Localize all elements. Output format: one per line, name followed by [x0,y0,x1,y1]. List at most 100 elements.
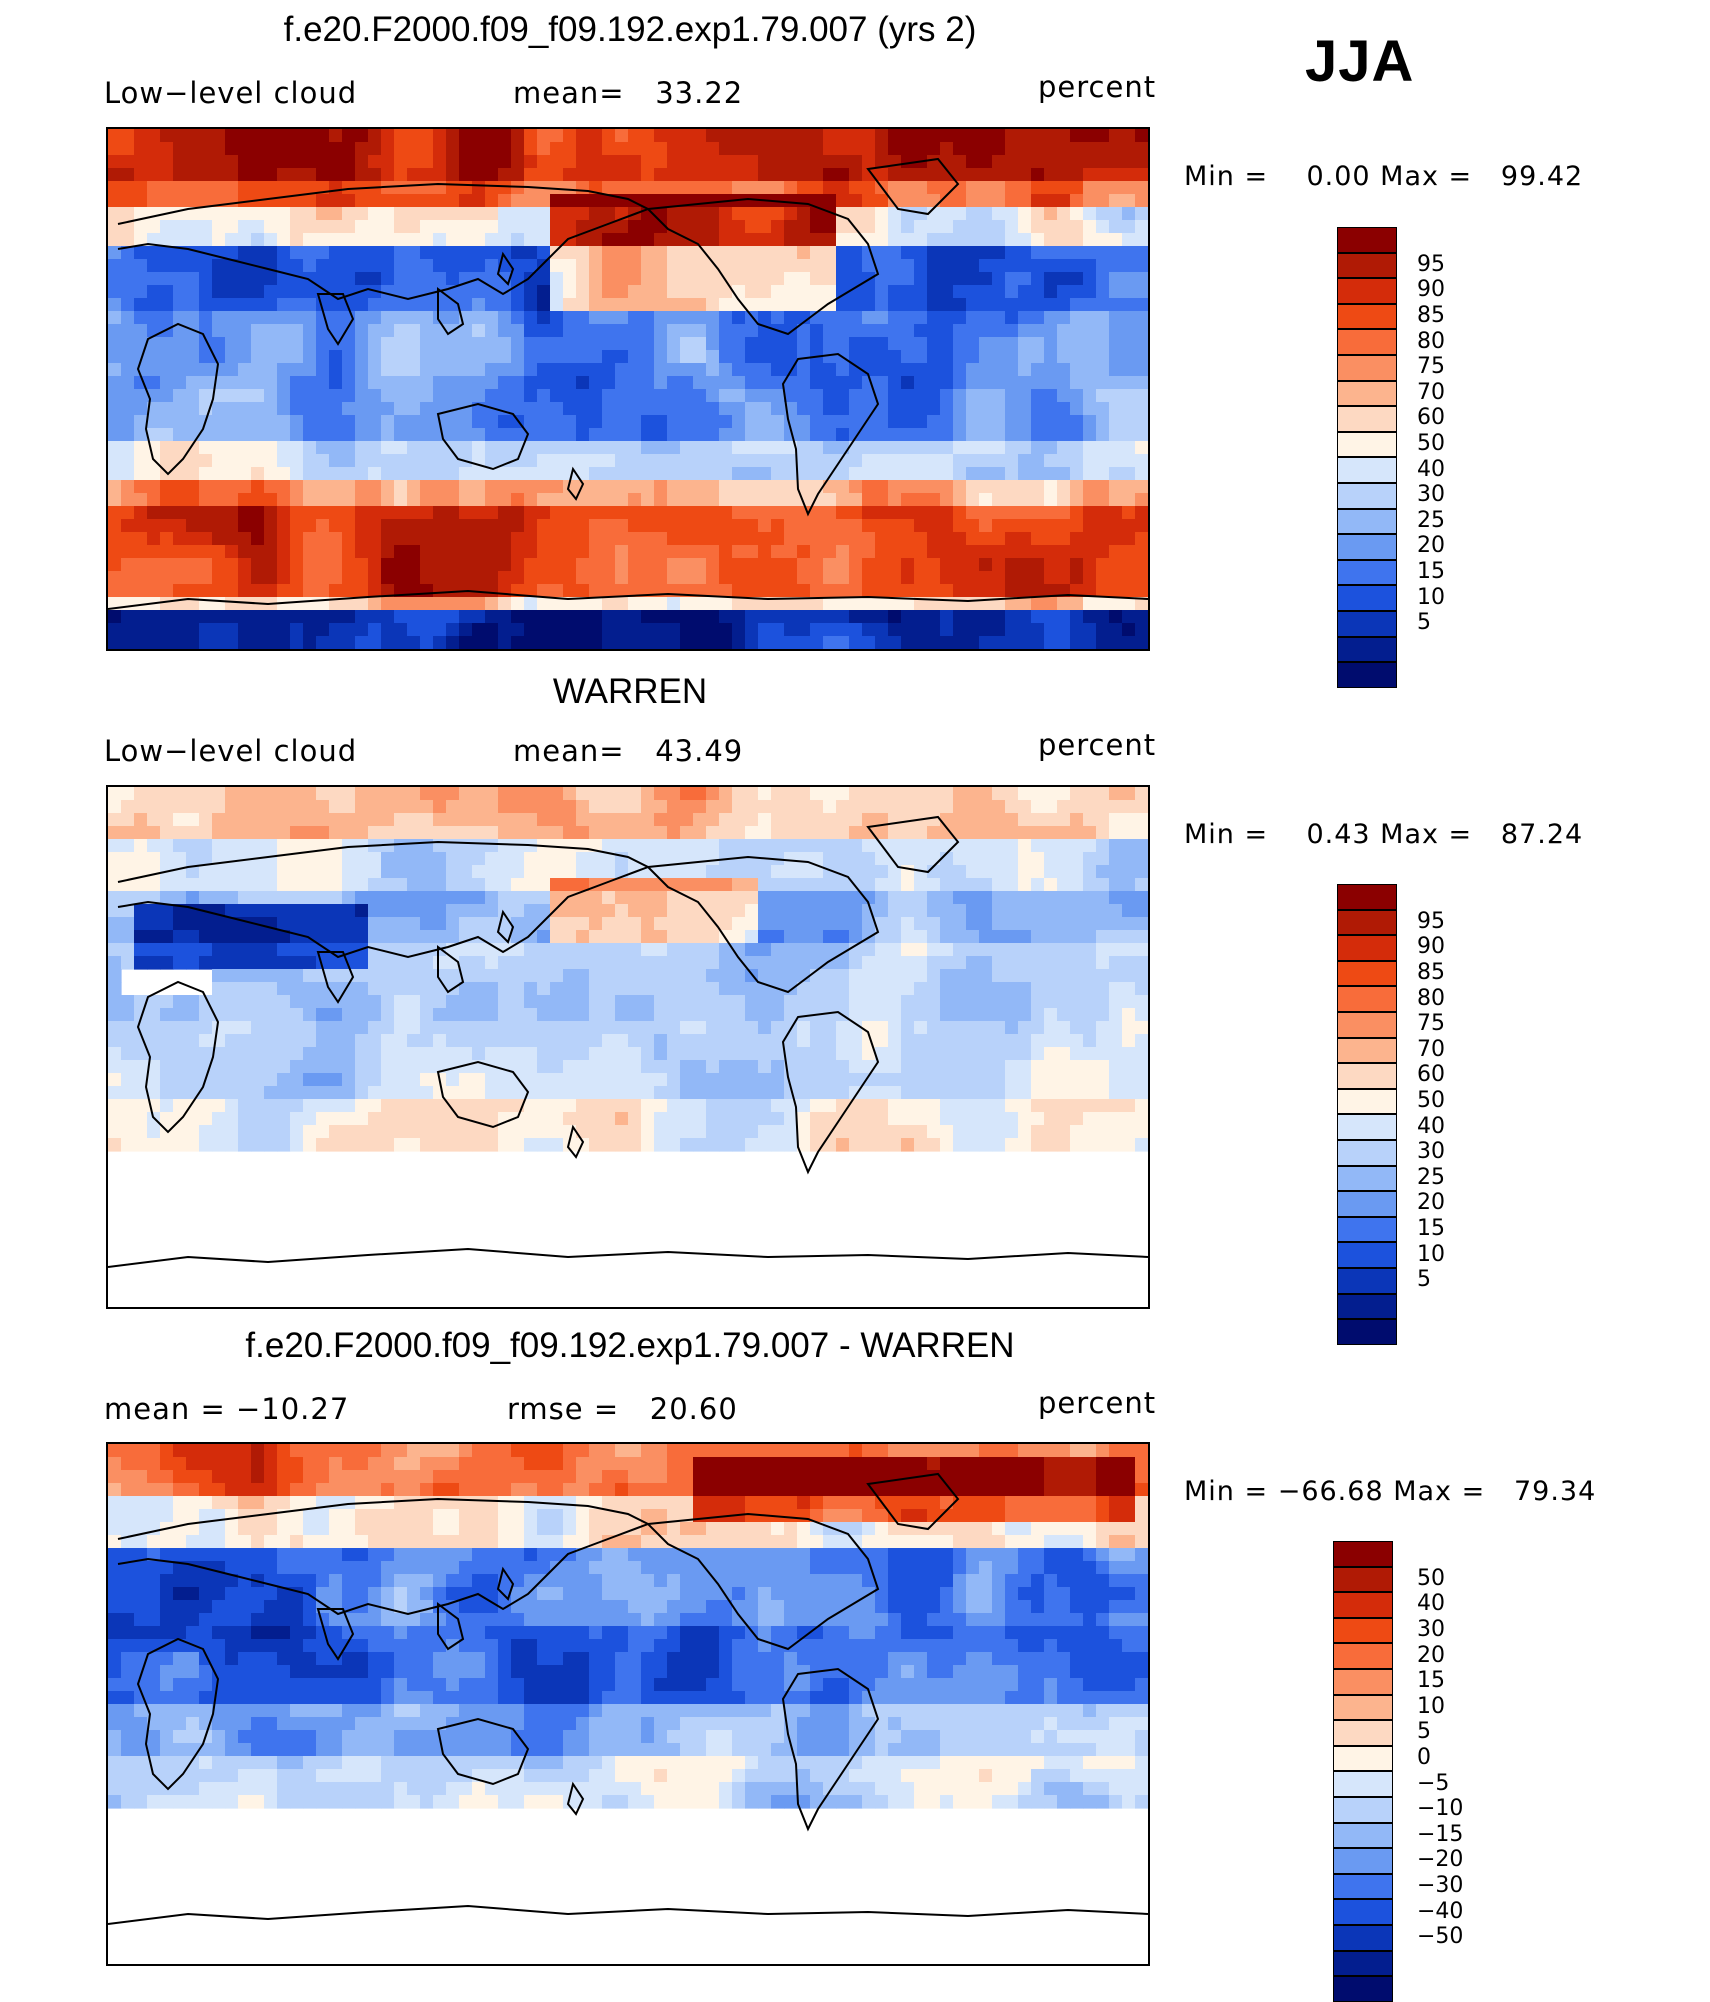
field-cell [654,155,668,169]
field-cell [797,610,811,624]
field-cell [628,246,642,260]
field-cell [1135,1047,1148,1061]
field-cell [732,584,746,598]
field-cell [1070,259,1084,273]
field-cell [641,571,655,585]
field-cell [472,1047,486,1061]
field-cell [1135,558,1148,572]
field-cell [264,272,278,286]
field-cell [966,1008,980,1022]
field-cell [667,995,681,1009]
field-cell [537,532,551,546]
field-cell [511,272,525,286]
field-cell [953,636,967,649]
field-cell [602,441,616,455]
field-cell [134,917,148,931]
field-cell [758,207,772,221]
field-cell [381,493,395,507]
field-cell [199,233,213,247]
field-cell [1057,917,1071,931]
field-cell [706,532,720,546]
field-cell [108,1060,122,1074]
field-cell [693,389,707,403]
field-cell [797,839,811,853]
field-cell [797,389,811,403]
field-cell [264,636,278,649]
field-cell [108,878,122,892]
field-cell [654,350,668,364]
field-cell [342,155,356,169]
field-cell [290,1021,304,1035]
field-cell [1031,194,1045,208]
field-cell [1057,506,1071,520]
field-cell [355,610,369,624]
field-cell [641,233,655,247]
field-cell [667,363,681,377]
field-cell [420,995,434,1009]
field-cell [173,285,187,299]
field-cell [1122,800,1136,814]
field-cell [979,493,993,507]
field-cell [303,298,317,312]
field-cell [615,839,629,853]
field-cell [992,956,1006,970]
field-cell [849,636,863,649]
field-cell [1096,376,1110,390]
field-cell [1109,350,1123,364]
field-cell [173,337,187,351]
field-cell [160,506,174,520]
field-cell [173,584,187,598]
field-cell [108,376,122,390]
field-cell [264,943,278,957]
field-cell [706,597,720,611]
field-cell [368,813,382,827]
field-cell [719,415,733,429]
field-cell [966,545,980,559]
colorbar-swatch [1337,227,1397,253]
field-cell [381,558,395,572]
field-cell [394,1021,408,1035]
field-cell [212,233,226,247]
field-cell [966,415,980,429]
field-cell [303,246,317,260]
field-cell [407,800,421,814]
field-cell [589,389,603,403]
field-cell [979,389,993,403]
field-cell [602,571,616,585]
field-cell [420,1008,434,1022]
field-cell [1122,363,1136,377]
field-cell [862,311,876,325]
field-cell [264,233,278,247]
field-cell [550,298,564,312]
field-cell [251,904,265,918]
field-cell [654,610,668,624]
field-cell [1109,194,1123,208]
field-cell [498,956,512,970]
field-cell [446,376,460,390]
field-cell [238,878,252,892]
field-cell [394,545,408,559]
field-cell [576,800,590,814]
field-cell [381,311,395,325]
colorbar-swatch [1337,278,1397,304]
field-cell [1070,194,1084,208]
field-cell [1005,272,1019,286]
field-cell [303,194,317,208]
field-cell [706,878,720,892]
field-cell [888,878,902,892]
field-cell [1031,943,1045,957]
field-cell [277,532,291,546]
field-cell [303,519,317,533]
field-cell [1083,839,1097,853]
field-cell [212,571,226,585]
field-cell [485,155,499,169]
field-cell [394,506,408,520]
field-cell [784,532,798,546]
field-cell [693,454,707,468]
field-cell [173,233,187,247]
field-cell [394,155,408,169]
field-cell [1031,1008,1045,1022]
field-cell [303,917,317,931]
field-cell [511,350,525,364]
field-cell [1005,1008,1019,1022]
